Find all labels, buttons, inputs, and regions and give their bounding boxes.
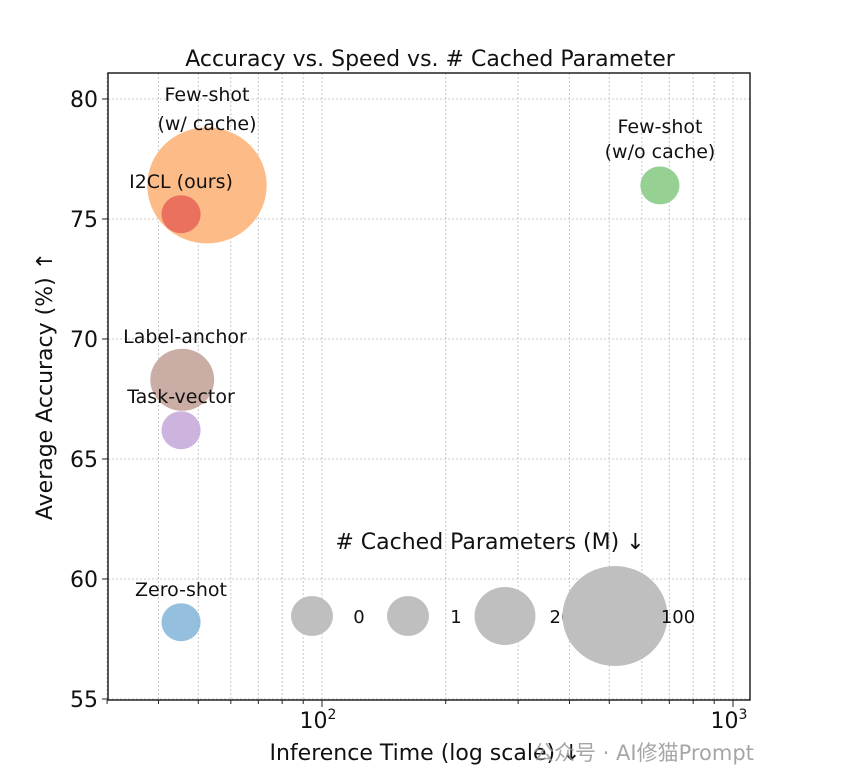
bubble-4 — [161, 411, 201, 450]
size-legend-title: # Cached Parameters (M) ↓ — [335, 530, 644, 555]
y-tick-label: 75 — [70, 208, 98, 233]
size-legend-bubble — [562, 566, 668, 666]
watermark: 公众号 · AI修猫Prompt — [533, 741, 754, 765]
point-label: Task-vector — [126, 386, 235, 408]
bubble-5 — [161, 603, 201, 642]
size-legend-bubble — [387, 596, 429, 636]
size-legend-bubble — [291, 596, 333, 636]
y-tick-label: 60 — [70, 568, 98, 593]
y-tick-label: 55 — [70, 688, 98, 713]
point-label: (w/o cache) — [605, 141, 716, 163]
point-label: I2CL (ours) — [129, 171, 233, 193]
x-tick-label: 102 — [300, 707, 337, 734]
y-axis-label: Average Accuracy (%) ↑ — [33, 252, 58, 520]
size-legend-label: 1 — [450, 607, 461, 628]
chart-title: Accuracy vs. Speed vs. # Cached Paramete… — [185, 47, 676, 72]
x-axis-label: Inference Time (log scale) ↓ — [269, 741, 580, 766]
bubble-1 — [161, 195, 201, 234]
point-label: (w/ cache) — [157, 113, 256, 135]
bubble-2 — [640, 166, 680, 205]
point-label: Label-anchor — [123, 326, 247, 348]
y-tick-label: 70 — [70, 328, 98, 353]
x-tick-label: 103 — [711, 707, 748, 734]
point-label: Zero-shot — [135, 579, 227, 601]
y-tick-label: 65 — [70, 448, 98, 473]
size-legend-bubble — [474, 587, 536, 645]
point-label: Few-shot — [165, 84, 250, 106]
size-legend-label: 0 — [353, 607, 364, 628]
y-tick-label: 80 — [70, 88, 98, 113]
plot-frame — [107, 72, 751, 701]
bubble-3 — [150, 348, 215, 411]
point-label: Few-shot — [618, 116, 703, 138]
size-legend-label: 100 — [661, 607, 695, 628]
